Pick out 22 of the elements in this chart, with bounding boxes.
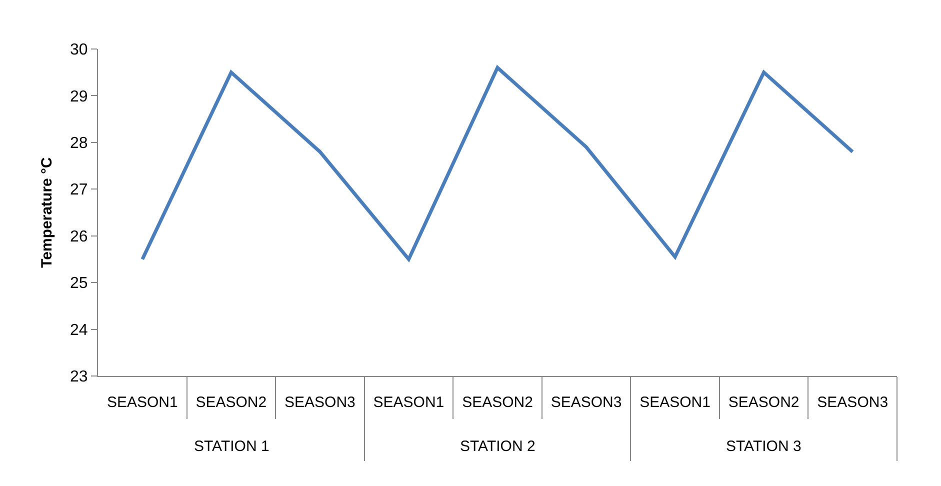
y-tick-label: 25: [70, 275, 88, 292]
x-tick-label: SEASON3: [284, 394, 356, 411]
y-tick-label: 27: [70, 182, 88, 199]
line-series: [140, 66, 854, 261]
y-tick-label: 29: [70, 88, 88, 106]
y-tick-label: 23: [70, 368, 88, 386]
text: STATION 3: [726, 438, 802, 455]
y-tick-label: 24: [70, 322, 88, 339]
y-tick-label: 30: [70, 42, 88, 59]
text: STATION 2: [460, 438, 536, 455]
x-tick-label: SEASON3: [550, 394, 622, 411]
x-tick-label: SEASON1: [640, 394, 710, 411]
y-axis-title: Temperature °C: [38, 156, 56, 268]
x-tick-label: SEASON1: [373, 394, 444, 411]
y-tick-label: 28: [70, 135, 88, 152]
x-tick-label: SEASON3: [817, 394, 888, 411]
x-tick-label: SEASON1: [106, 394, 178, 411]
text: STATION 1: [194, 438, 270, 455]
x-tick-label: SEASON2: [196, 394, 267, 411]
x-tick-label: SEASON2: [728, 394, 800, 411]
x-tick-label: SEASON2: [462, 394, 533, 411]
y-tick-label: 26: [70, 228, 88, 246]
